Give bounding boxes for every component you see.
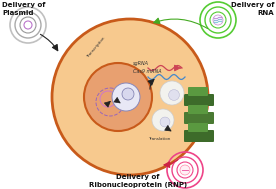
Circle shape <box>84 63 152 131</box>
FancyBboxPatch shape <box>184 94 214 106</box>
Circle shape <box>180 165 190 175</box>
FancyBboxPatch shape <box>188 87 208 96</box>
Circle shape <box>152 109 174 131</box>
FancyBboxPatch shape <box>188 105 208 114</box>
FancyBboxPatch shape <box>184 112 214 124</box>
FancyBboxPatch shape <box>188 123 208 132</box>
Text: Translation: Translation <box>148 137 170 141</box>
Circle shape <box>160 117 170 127</box>
Circle shape <box>52 19 208 175</box>
Text: Delivery of
RNA: Delivery of RNA <box>231 2 274 16</box>
Circle shape <box>160 81 184 105</box>
Circle shape <box>169 90 179 100</box>
Text: Delivery of
Plasmid: Delivery of Plasmid <box>2 2 45 16</box>
Circle shape <box>122 88 134 100</box>
FancyBboxPatch shape <box>184 130 214 142</box>
Circle shape <box>213 15 223 25</box>
Text: sgRNA: sgRNA <box>133 61 149 66</box>
Text: Transcription: Transcription <box>86 36 106 59</box>
Circle shape <box>112 83 140 111</box>
Text: Cas9 mRNA: Cas9 mRNA <box>133 69 162 74</box>
Text: Delivery of
Ribonucleoprotein (RNP): Delivery of Ribonucleoprotein (RNP) <box>89 174 187 188</box>
